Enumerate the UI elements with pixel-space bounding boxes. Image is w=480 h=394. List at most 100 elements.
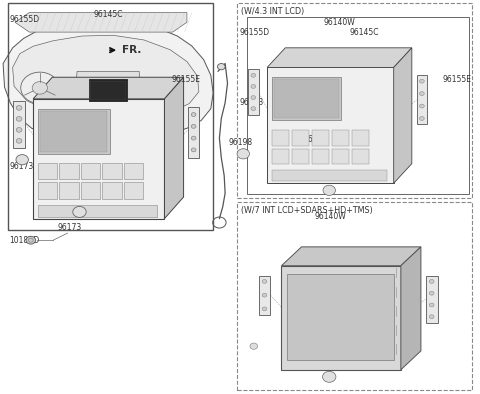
Circle shape [191, 125, 196, 128]
Polygon shape [15, 13, 187, 32]
Polygon shape [188, 107, 199, 158]
Circle shape [191, 148, 196, 152]
Text: 96173: 96173 [9, 162, 34, 171]
Bar [292, 130, 309, 146]
Polygon shape [33, 77, 183, 99]
Bar [274, 79, 339, 119]
Bar [38, 182, 57, 199]
Polygon shape [75, 71, 142, 119]
Bar [38, 109, 109, 154]
Bar [154, 95, 180, 111]
Bar [8, 3, 213, 230]
Bar [102, 182, 121, 199]
Text: 96145C: 96145C [349, 28, 379, 37]
Circle shape [16, 139, 22, 143]
Bar [267, 67, 394, 183]
Text: FR.: FR. [121, 45, 141, 55]
Circle shape [420, 79, 424, 83]
Polygon shape [394, 48, 412, 183]
Polygon shape [13, 101, 25, 148]
Bar [60, 163, 79, 179]
Circle shape [217, 63, 225, 70]
Circle shape [323, 185, 336, 195]
Polygon shape [248, 69, 259, 115]
Circle shape [262, 279, 267, 283]
Text: 96173: 96173 [304, 135, 328, 144]
Bar [124, 163, 143, 179]
Polygon shape [3, 20, 213, 141]
Text: 96155D: 96155D [240, 28, 270, 37]
Circle shape [420, 104, 424, 108]
Circle shape [21, 72, 59, 104]
Circle shape [420, 92, 424, 96]
Bar [312, 149, 329, 164]
Polygon shape [259, 275, 271, 315]
Bar [287, 273, 394, 360]
Circle shape [250, 343, 258, 349]
Circle shape [429, 279, 434, 283]
Bar [81, 163, 100, 179]
Circle shape [323, 371, 336, 382]
Circle shape [16, 154, 28, 165]
Bar [272, 77, 341, 121]
Bar [312, 130, 329, 146]
Circle shape [251, 107, 256, 111]
Circle shape [191, 113, 196, 117]
Bar [332, 149, 349, 164]
Bar [272, 130, 289, 146]
Circle shape [251, 96, 256, 100]
Circle shape [16, 106, 22, 110]
Circle shape [262, 293, 267, 297]
Text: 96155D: 96155D [9, 15, 39, 24]
Bar [60, 182, 79, 199]
Polygon shape [426, 275, 438, 323]
Text: 96140W: 96140W [66, 143, 98, 152]
Text: (W/7 INT LCD+SDARS+HD+TMS): (W/7 INT LCD+SDARS+HD+TMS) [241, 206, 372, 216]
Circle shape [251, 73, 256, 77]
Polygon shape [401, 247, 421, 370]
Bar [237, 3, 472, 198]
Bar [272, 149, 289, 164]
Bar [352, 149, 369, 164]
Text: 96145C: 96145C [94, 10, 123, 19]
Text: 1018AD: 1018AD [9, 236, 39, 245]
Text: 96155E: 96155E [172, 75, 201, 84]
Circle shape [16, 128, 22, 132]
Circle shape [429, 303, 434, 307]
Bar [40, 111, 107, 152]
Bar [272, 170, 386, 181]
Circle shape [237, 149, 250, 159]
Circle shape [420, 117, 424, 121]
Text: 96140W: 96140W [324, 18, 356, 26]
Bar [38, 163, 57, 179]
Bar [90, 81, 126, 100]
Polygon shape [267, 48, 412, 67]
Text: (W/4.3 INT LCD): (W/4.3 INT LCD) [241, 7, 304, 17]
Circle shape [191, 136, 196, 140]
Bar [352, 130, 369, 146]
Text: 96155E: 96155E [443, 75, 471, 84]
Circle shape [429, 291, 434, 295]
Circle shape [32, 82, 48, 94]
Bar [124, 182, 143, 199]
Bar [281, 266, 401, 370]
Text: 96140W: 96140W [314, 212, 346, 221]
Bar [332, 130, 349, 146]
Polygon shape [417, 75, 427, 125]
Text: 96198: 96198 [229, 138, 253, 147]
Circle shape [429, 315, 434, 319]
Bar [81, 182, 100, 199]
Polygon shape [12, 35, 199, 119]
Circle shape [73, 206, 86, 217]
Bar [38, 205, 157, 217]
Bar [33, 99, 165, 219]
Polygon shape [165, 77, 183, 219]
Bar [292, 149, 309, 164]
Text: 96173: 96173 [58, 223, 82, 232]
Circle shape [262, 307, 267, 311]
Polygon shape [281, 247, 421, 266]
Circle shape [16, 117, 22, 121]
Bar [89, 79, 127, 101]
Bar [247, 17, 468, 194]
Bar [237, 202, 472, 390]
